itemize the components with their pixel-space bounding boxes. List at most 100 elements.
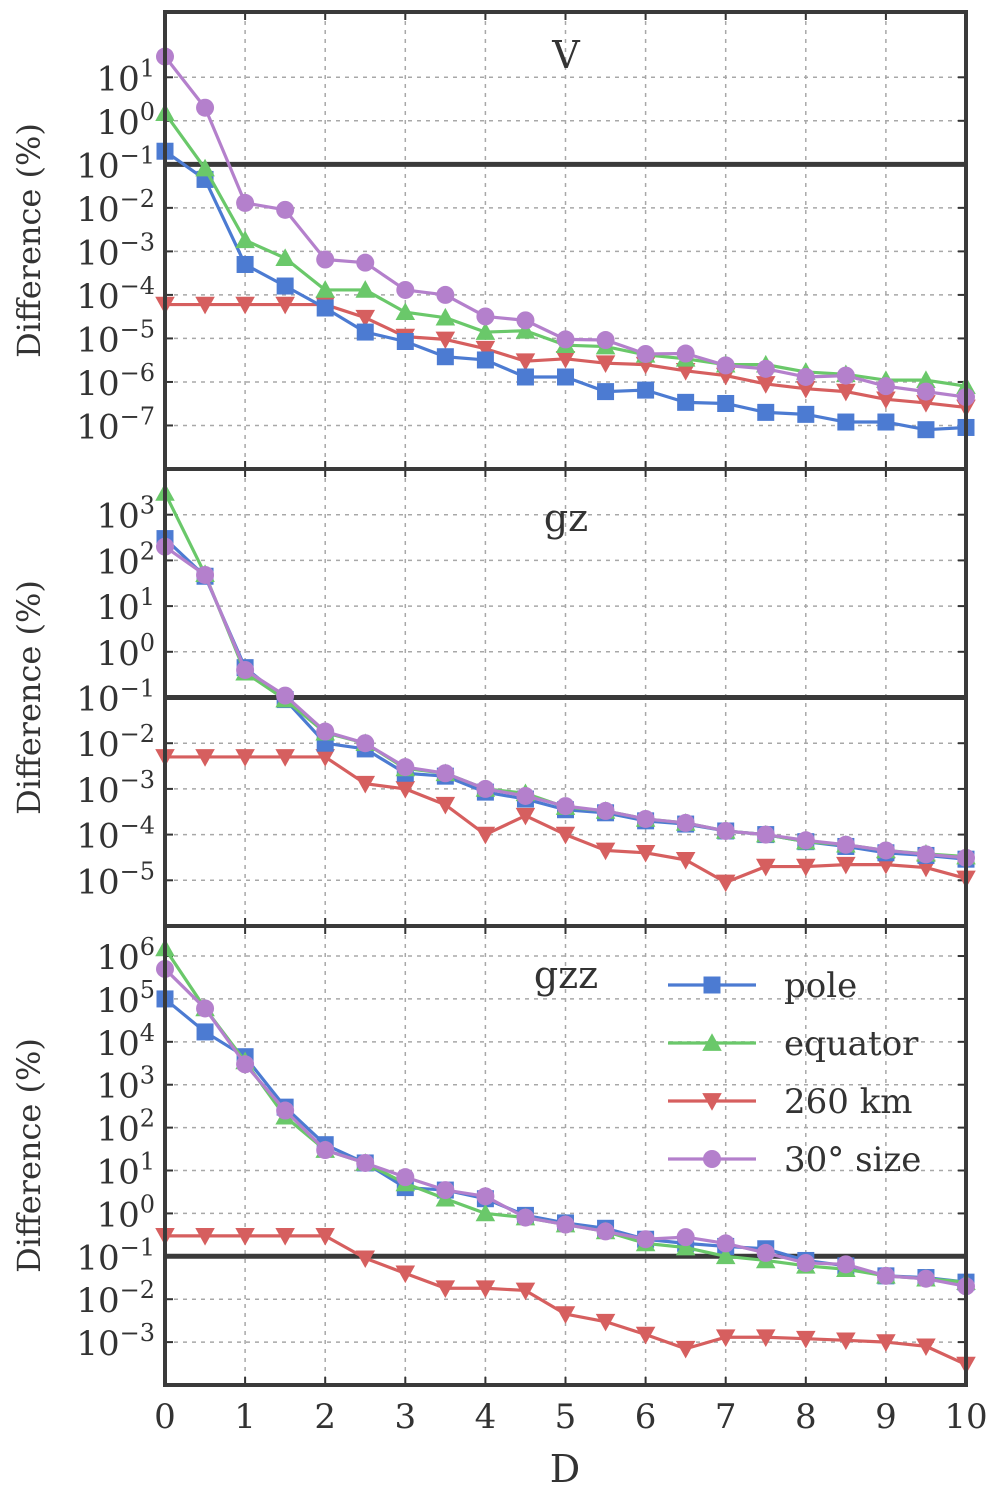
data-point: [315, 280, 335, 298]
data-point: [196, 999, 215, 1018]
data-point: [516, 311, 535, 330]
data-point: [276, 200, 295, 219]
panel-title: gz: [544, 496, 588, 540]
data-point: [516, 368, 534, 386]
data-point: [436, 285, 455, 304]
data-point: [395, 781, 416, 799]
data-point: [195, 158, 215, 177]
data-point: [595, 355, 616, 373]
data-point: [836, 1255, 855, 1274]
data-point: [476, 351, 494, 369]
data-point: [316, 722, 335, 741]
data-point: [195, 296, 215, 315]
data-point: [556, 1215, 575, 1234]
data-point: [435, 307, 456, 326]
data-point: [236, 193, 255, 212]
data-point: [796, 380, 816, 399]
legend-marker: [702, 1093, 722, 1111]
legend-label: pole: [784, 966, 857, 1006]
data-point: [676, 813, 695, 832]
data-point: [355, 775, 376, 794]
data-point: [636, 809, 655, 828]
data-point: [636, 1230, 655, 1249]
legend-marker: [703, 976, 721, 994]
data-point: [637, 381, 655, 399]
series-pole: [156, 142, 975, 439]
data-point: [516, 1208, 535, 1227]
data-point: [316, 299, 334, 317]
data-point: [796, 858, 816, 877]
panel-frame: [163, 924, 968, 1387]
data-point: [717, 394, 735, 412]
y-tick-label: 100: [96, 98, 155, 143]
data-point: [595, 1313, 616, 1332]
data-point: [755, 858, 776, 877]
data-point: [636, 344, 655, 363]
data-point: [475, 1280, 496, 1299]
data-point: [796, 1330, 816, 1349]
data-point: [476, 1187, 495, 1206]
y-tick-label: 104: [96, 1019, 155, 1064]
data-point: [475, 1203, 496, 1222]
legend: pole equator 260 km 30° size: [668, 966, 921, 1180]
data-point: [436, 764, 455, 783]
data-point: [797, 405, 815, 423]
y-tick-label: 10−3: [76, 766, 155, 811]
data-point: [756, 1243, 775, 1262]
y-tick-label: 100: [96, 629, 155, 674]
data-point: [677, 393, 695, 411]
x-tick-label: 5: [555, 1397, 577, 1437]
y-axis-label: Difference (%): [10, 580, 48, 815]
data-point: [395, 302, 416, 321]
x-tick-label: 0: [154, 1397, 176, 1437]
data-point: [715, 1329, 736, 1347]
data-point: [676, 344, 695, 363]
data-point: [556, 330, 575, 349]
data-point: [236, 1055, 255, 1074]
data-point: [515, 320, 536, 339]
y-tick-label: 10−7: [76, 402, 155, 447]
data-point: [356, 253, 375, 272]
y-axis-label: Difference (%): [10, 1038, 48, 1273]
data-point: [876, 1266, 895, 1285]
data-point: [715, 874, 736, 893]
data-point: [516, 786, 535, 805]
data-point: [716, 1234, 735, 1253]
data-point: [796, 367, 815, 386]
data-point: [716, 821, 735, 840]
data-point: [476, 307, 495, 326]
y-tick-label: 10−6: [76, 359, 155, 404]
y-tick-label: 10−4: [76, 812, 155, 857]
y-tick-label: 103: [96, 1062, 155, 1107]
data-point: [836, 383, 856, 402]
data-point: [355, 1250, 376, 1269]
data-point: [276, 1101, 295, 1120]
data-point: [917, 421, 935, 439]
data-point: [556, 797, 575, 816]
data-point: [515, 807, 536, 826]
data-point: [275, 248, 295, 266]
data-point: [596, 331, 615, 350]
data-point: [755, 1329, 776, 1347]
data-point: [395, 1265, 416, 1284]
data-point: [436, 348, 454, 366]
data-point: [916, 845, 935, 864]
panel-title: V: [551, 33, 580, 77]
y-tick-label: 10−2: [76, 185, 155, 230]
y-tick-label: 10−2: [76, 1276, 155, 1321]
data-point: [475, 322, 496, 340]
x-axis: 0 1 2 3 4 5 6 7 8 9 10: [154, 1397, 987, 1437]
data-point: [196, 1023, 214, 1041]
series-30-size: [156, 537, 975, 867]
data-point: [315, 1228, 335, 1246]
data-point: [876, 1334, 896, 1352]
data-point: [436, 1181, 455, 1200]
data-point: [196, 98, 215, 117]
x-tick-label: 8: [795, 1397, 817, 1437]
y-tick-label: 106: [96, 933, 155, 978]
series-260-km: [155, 1228, 976, 1375]
data-point: [876, 391, 896, 410]
